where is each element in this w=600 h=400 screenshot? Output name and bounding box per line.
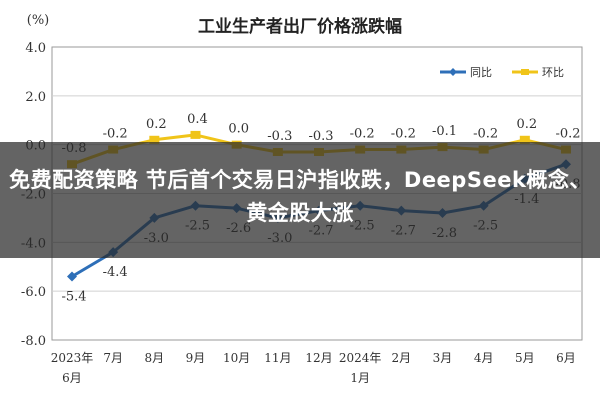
legend-marker: [449, 68, 457, 76]
chart-title: 工业生产者出厂价格涨跌幅: [198, 16, 402, 37]
data-label: -0.2: [473, 127, 498, 142]
data-label: -5.4: [61, 290, 86, 305]
data-label: 0.4: [187, 112, 208, 127]
data-label: -0.2: [555, 127, 580, 142]
data-label: 0.2: [146, 117, 167, 132]
legend-marker: [521, 69, 529, 75]
legend-label: 环比: [542, 66, 564, 79]
data-point: [67, 271, 77, 282]
x-tick-label: 2023年: [51, 351, 94, 365]
x-tick-label: 9月: [186, 351, 206, 365]
data-label: -0.1: [432, 124, 457, 139]
x-tick-label: 3月: [433, 351, 453, 365]
x-tick-label: 10月: [223, 351, 250, 365]
x-tick-label: 2024年: [339, 351, 382, 365]
data-label: 0.0: [228, 122, 249, 137]
x-tick-label: 1月: [350, 371, 370, 385]
headline-overlay: [0, 142, 600, 258]
data-label: -4.4: [103, 265, 128, 280]
data-label: -0.2: [391, 127, 416, 142]
x-tick-label: 11月: [264, 351, 291, 365]
x-tick-label: 7月: [103, 351, 123, 365]
x-tick-label: 5月: [515, 351, 535, 365]
data-point: [149, 135, 160, 144]
y-axis-label: (%): [27, 13, 50, 28]
y-tick-label: 4.0: [25, 41, 46, 56]
data-label: -0.3: [267, 129, 292, 144]
x-tick-label: 6月: [62, 371, 82, 385]
x-tick-label: 2月: [392, 351, 412, 365]
x-tick-label: 8月: [145, 351, 165, 365]
legend-label: 同比: [470, 66, 492, 79]
data-label: 0.2: [516, 117, 537, 132]
y-tick-label: -8.0: [21, 334, 46, 349]
y-tick-label: -6.0: [21, 285, 46, 300]
data-point: [519, 135, 530, 144]
data-point: [190, 130, 201, 139]
y-tick-label: 2.0: [25, 90, 46, 105]
x-tick-label: 12月: [305, 351, 332, 365]
headline-text: 免费配资策略 节后首个交易日沪指收跌，DeepSeek概念、黄金股大涨: [9, 168, 591, 225]
data-label: -0.2: [103, 127, 128, 142]
x-tick-label: 6月: [556, 351, 576, 365]
x-tick-label: 4月: [474, 351, 494, 365]
data-label: -0.2: [350, 127, 375, 142]
data-label: -0.3: [308, 129, 333, 144]
